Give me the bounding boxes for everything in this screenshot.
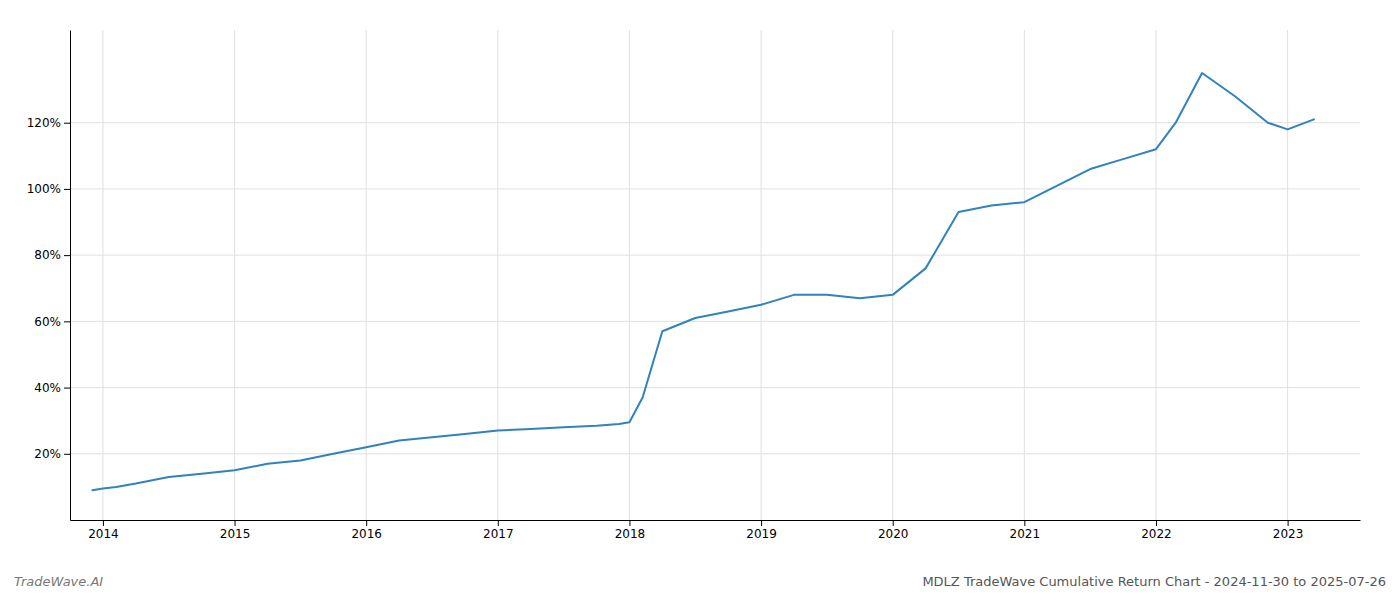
x-axis-line — [71, 520, 1361, 521]
y-tick-mark — [64, 123, 70, 124]
x-tick-label: 2019 — [746, 527, 777, 541]
x-grid-line — [1024, 30, 1025, 520]
y-tick-mark — [64, 321, 70, 322]
y-tick: 40% — [34, 381, 70, 395]
line — [92, 73, 1314, 490]
x-tick: 2015 — [220, 520, 251, 541]
x-tick: 2014 — [88, 520, 119, 541]
x-grid-line — [497, 30, 498, 520]
x-tick-mark — [1024, 520, 1025, 526]
chart: 2014 2015 2016 2017 2018 2019 2020 2021 2022 2023… — [0, 0, 1400, 600]
y-tick-mark — [64, 189, 70, 190]
y-grid-line — [70, 188, 1360, 189]
y-grid-line — [70, 255, 1360, 256]
y-tick-mark — [64, 255, 70, 256]
plot-area — [92, 73, 1314, 490]
y-grid-line — [70, 387, 1360, 388]
y-tick-label: 120% — [27, 116, 61, 130]
x-grid-line — [102, 30, 103, 520]
x-tick-mark — [1156, 520, 1157, 526]
x-tick-label: 2017 — [483, 527, 514, 541]
x-tick: 2018 — [615, 520, 646, 541]
y-tick-label: 80% — [34, 248, 61, 262]
y-tick-label: 40% — [34, 381, 61, 395]
x-tick-label: 2015 — [220, 527, 251, 541]
y-tick: 20% — [34, 447, 70, 461]
x-tick-mark — [629, 520, 630, 526]
grid — [70, 30, 1360, 520]
x-grid-line — [234, 30, 235, 520]
x-tick-label: 2018 — [615, 527, 646, 541]
x-tick-label: 2022 — [1141, 527, 1172, 541]
y-tick-label: 100% — [27, 182, 61, 196]
x-tick-mark — [1288, 520, 1289, 526]
y-tick-mark — [64, 454, 70, 455]
x-tick: 2020 — [878, 520, 909, 541]
x-tick-label: 2023 — [1273, 527, 1304, 541]
x-tick: 2023 — [1273, 520, 1304, 541]
y-grid-line — [70, 453, 1360, 454]
y-tick-mark — [64, 388, 70, 389]
x-grid-line — [629, 30, 630, 520]
x-tick: 2021 — [1010, 520, 1041, 541]
y-grid-line — [70, 321, 1360, 322]
x-tick: 2017 — [483, 520, 514, 541]
y-tick-label: 20% — [34, 447, 61, 461]
y-tick: 80% — [34, 248, 70, 262]
x-tick-label: 2014 — [88, 527, 119, 541]
x-tick-label: 2020 — [878, 527, 909, 541]
x-grid-line — [892, 30, 893, 520]
x-tick-mark — [366, 520, 367, 526]
x-grid-line — [761, 30, 762, 520]
x-tick-mark — [498, 520, 499, 526]
x-tick-label: 2016 — [351, 527, 382, 541]
y-axis: 20% 40% 60% 80% 100% 120% — [27, 31, 71, 521]
y-tick: 60% — [34, 315, 70, 329]
y-tick-label: 60% — [34, 315, 61, 329]
x-grid-line — [1155, 30, 1156, 520]
watermark: TradeWave.AI — [14, 574, 103, 589]
x-tick: 2022 — [1141, 520, 1172, 541]
x-grid-line — [1287, 30, 1288, 520]
x-tick-mark — [761, 520, 762, 526]
x-tick-mark — [235, 520, 236, 526]
x-tick: 2019 — [746, 520, 777, 541]
title: MDLZ TradeWave Cumulative Return Chart -… — [922, 574, 1386, 589]
x-tick-label: 2021 — [1010, 527, 1041, 541]
x-tick-mark — [103, 520, 104, 526]
x-axis: 2014 2015 2016 2017 2018 2019 2020 2021 2022 2023 — [71, 520, 1361, 541]
y-axis-line — [70, 31, 71, 521]
y-tick: 120% — [27, 116, 70, 130]
y-tick: 100% — [27, 182, 70, 196]
x-tick-mark — [893, 520, 894, 526]
x-tick: 2016 — [351, 520, 382, 541]
y-grid-line — [70, 122, 1360, 123]
